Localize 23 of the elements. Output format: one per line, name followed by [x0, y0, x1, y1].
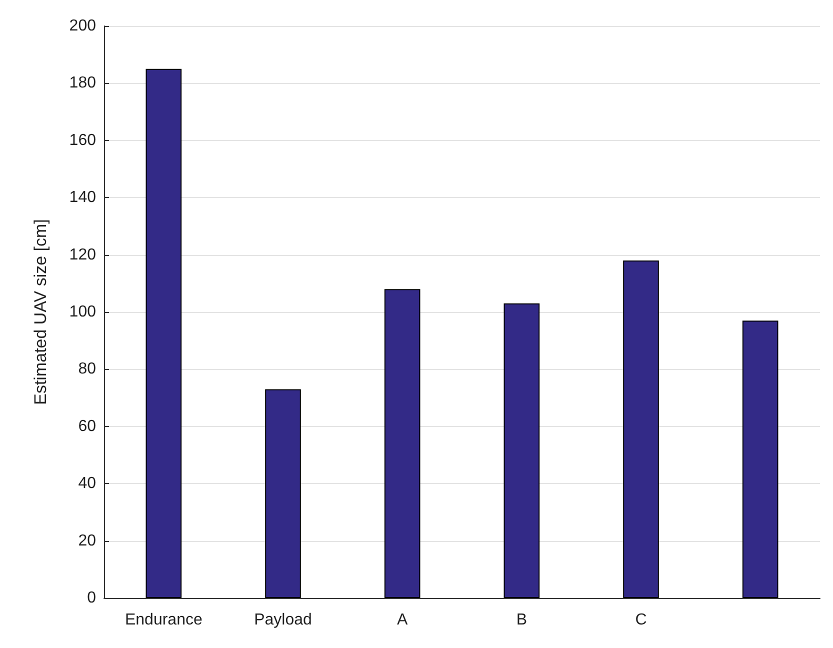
- bar: [623, 260, 659, 598]
- x-tick-label: Endurance: [124, 612, 202, 628]
- bar: [384, 289, 420, 598]
- y-tick-label: 40: [78, 475, 96, 492]
- x-tick-label: A: [396, 612, 408, 628]
- x-tick-label: C: [635, 612, 647, 628]
- bar: [504, 303, 540, 598]
- y-tick-label: 160: [69, 132, 96, 149]
- y-tick-label: 180: [69, 74, 96, 92]
- y-tick-label: 200: [69, 18, 96, 34]
- y-tick-label: 80: [78, 360, 96, 378]
- y-tick-label: 100: [69, 304, 96, 320]
- y-tick-label: 140: [69, 189, 96, 206]
- y-tick-label: 20: [78, 532, 96, 550]
- y-tick-label: 60: [78, 418, 96, 435]
- bar: [146, 68, 182, 598]
- y-tick-label: 120: [69, 246, 96, 264]
- x-tick-label: Payload: [254, 612, 312, 628]
- x-tick-label: B: [516, 612, 528, 628]
- y-tick-label: 0: [87, 590, 96, 606]
- y-axis-title: Estimated UAV size [cm]: [31, 219, 50, 405]
- bar: [742, 320, 778, 598]
- bar: [265, 389, 301, 598]
